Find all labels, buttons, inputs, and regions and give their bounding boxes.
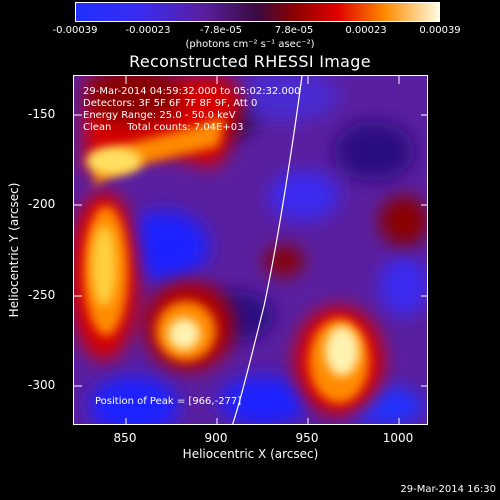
heatmap-peak-regions	[86, 147, 359, 376]
image-heatmap	[74, 76, 427, 424]
colorbar-tick-label: -7.8e-05	[200, 25, 242, 36]
y-tick-label: -250	[28, 288, 56, 302]
energy-range-text: Energy Range: 25.0 - 50.0 keV	[83, 110, 236, 121]
y-tick-label: -200	[28, 197, 56, 211]
time-range-text: 29-Mar-2014 04:59:32.000 to 05:02:32.000	[83, 86, 301, 97]
colorbar	[75, 2, 440, 22]
x-tick-label: 850	[113, 431, 137, 445]
x-tick-label: 950	[295, 431, 319, 445]
solar-limb-line	[232, 76, 303, 424]
x-tick-label: 900	[204, 431, 228, 445]
image-plot	[73, 75, 428, 425]
y-tick-label: -150	[28, 107, 56, 121]
image-info: 29-Mar-2014 04:59:32.000 to 05:02:32.000…	[83, 86, 301, 134]
axis-ticks	[74, 76, 427, 424]
x-tick-label: 1000	[382, 431, 414, 445]
colorbar-tick-label: 0.00039	[419, 25, 461, 36]
detectors-text: Detectors: 3F 5F 6F 7F 8F 9F, Att 0	[83, 98, 258, 109]
peak-position-text: Position of Peak = [966,-277]	[95, 396, 242, 407]
colorbar-units: (photons cm⁻² s⁻¹ asec⁻²)	[185, 39, 315, 50]
image-title: Reconstructed RHESSI Image	[129, 52, 371, 71]
y-axis-label: Heliocentric Y (arcsec)	[7, 182, 21, 318]
render-timestamp: 29-Mar-2014 16:30	[400, 484, 496, 495]
colorbar-tick-label: 7.8e-05	[274, 25, 314, 36]
y-tick-label: -300	[28, 378, 56, 392]
colorbar-tick-label: -0.00023	[125, 25, 171, 36]
colorbar-tick-label: -0.00039	[52, 25, 98, 36]
x-axis-label: Heliocentric X (arcsec)	[182, 447, 319, 461]
algorithm-text: Clean Total counts: 7.04E+03	[83, 122, 244, 133]
colorbar-tick-label: 0.00023	[345, 25, 387, 36]
